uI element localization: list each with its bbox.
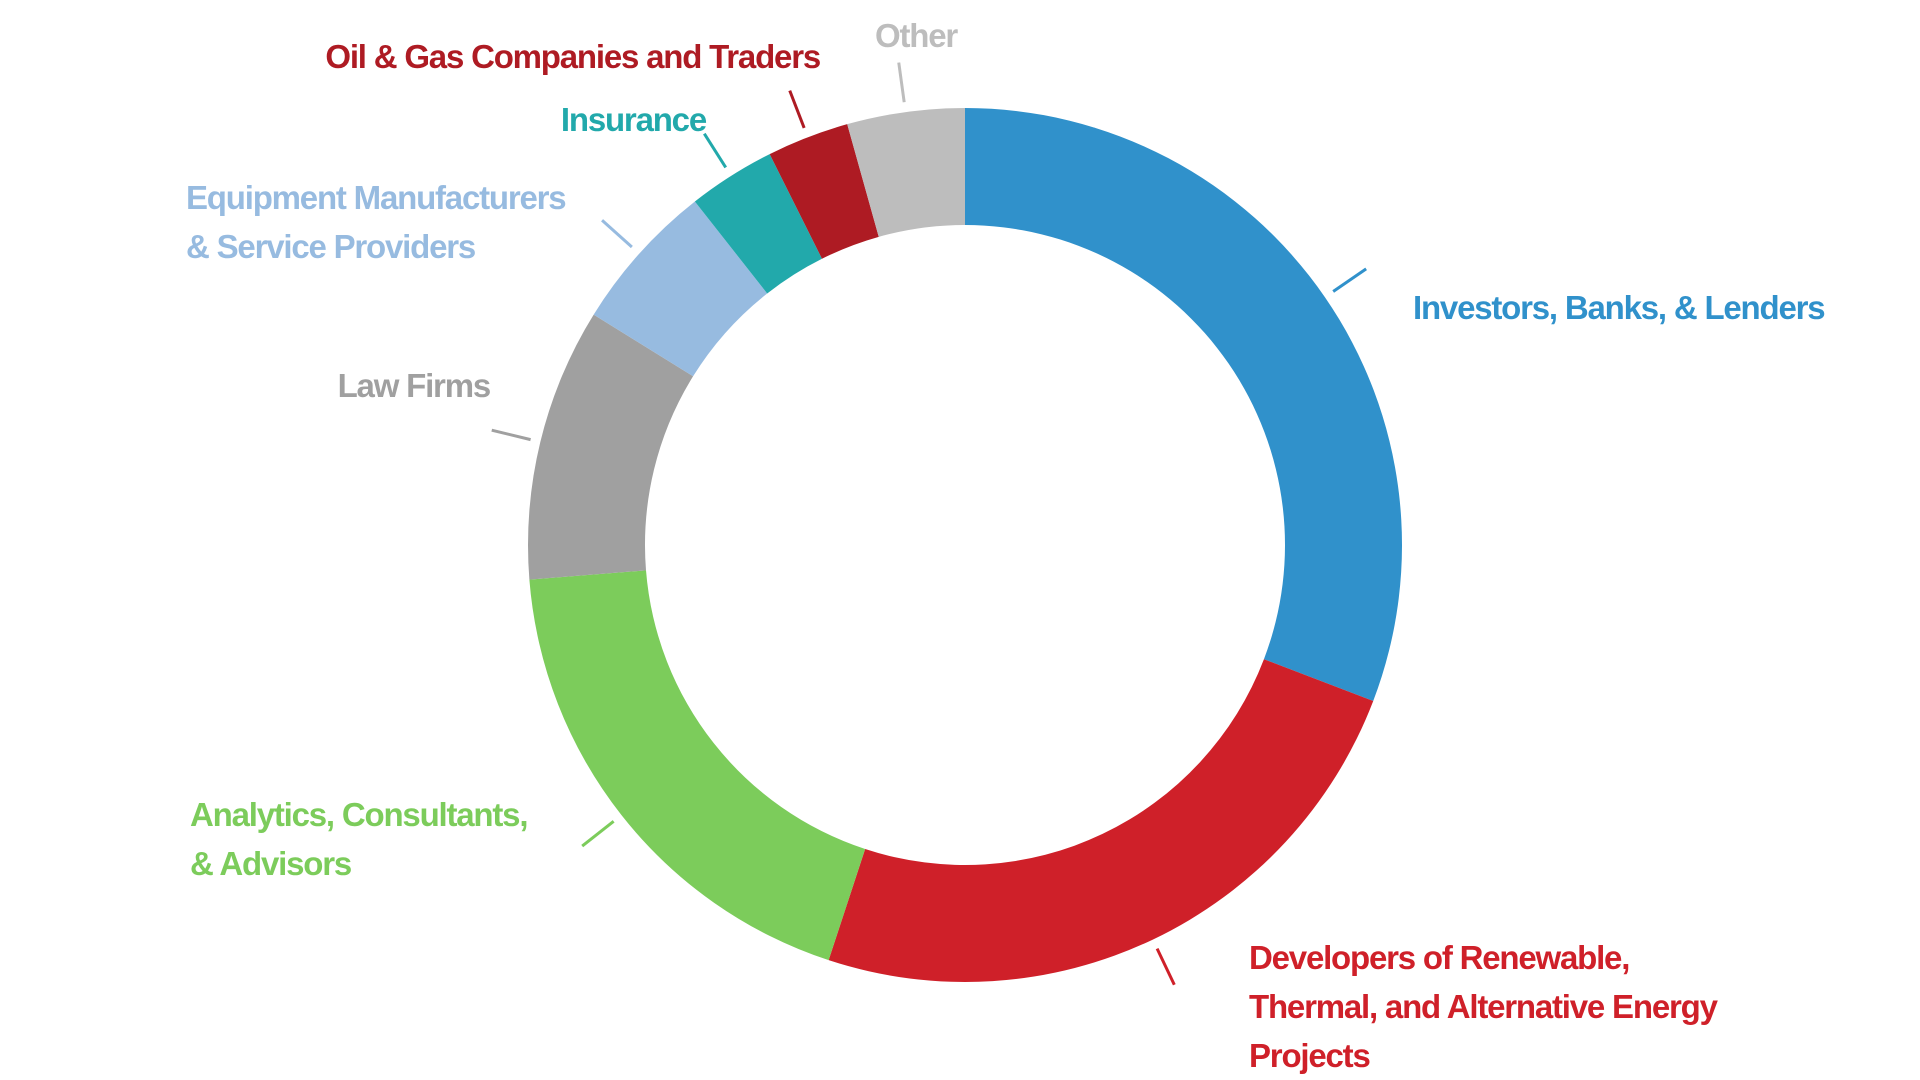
slice-label-line: & Service Providers: [186, 228, 475, 265]
slice-label-line: Developers of Renewable,: [1249, 939, 1629, 976]
leader-line: [581, 820, 615, 848]
leader-line: [1332, 267, 1367, 293]
leader-line: [897, 62, 906, 103]
leader-line: [491, 428, 531, 442]
slice-label-line: Investors, Banks, & Lenders: [1413, 289, 1824, 326]
slice-label: Other: [875, 17, 958, 54]
donut-slice: [593, 201, 768, 377]
slice-label: Analytics, Consultants, & Advisors: [190, 796, 527, 882]
donut-slice: [694, 154, 822, 294]
slice-label: Insurance: [561, 101, 707, 138]
donut-slice: [769, 124, 879, 259]
slice-label-line: Analytics, Consultants,: [190, 796, 527, 833]
slice-label: Law Firms: [338, 367, 490, 404]
donut-slice: [828, 659, 1374, 982]
donut-slice: [528, 314, 694, 580]
donut-slice: [847, 108, 965, 237]
slice-label-line: Other: [875, 17, 958, 54]
slice-label: Oil & Gas Companies and Traders: [325, 38, 820, 75]
donut-slice: [529, 570, 866, 961]
leader-lines: [491, 62, 1367, 986]
slice-label-line: & Advisors: [190, 845, 351, 882]
slice-label-line: Insurance: [561, 101, 707, 138]
leader-line: [601, 219, 633, 249]
slice-label-line: Equipment Manufacturers: [186, 179, 565, 216]
donut-slices: [528, 108, 1402, 982]
slice-label: Developers of Renewable, Thermal, and Alt…: [1249, 939, 1719, 1074]
slice-label: Equipment Manufacturers & Service Provide…: [186, 179, 565, 265]
slice-label: Investors, Banks, & Lenders: [1413, 289, 1824, 326]
slice-label-line: Oil & Gas Companies and Traders: [325, 38, 820, 75]
leader-line: [788, 90, 806, 129]
slice-label-line: Projects: [1249, 1037, 1370, 1074]
leader-line: [1155, 947, 1176, 986]
leader-line: [703, 132, 727, 169]
slice-label-line: Law Firms: [338, 367, 490, 404]
slice-labels: Investors, Banks, & Lenders Developers of…: [186, 17, 1826, 1074]
slice-label-line: Thermal, and Alternative Energy: [1249, 988, 1719, 1025]
donut-slice: [965, 108, 1402, 701]
